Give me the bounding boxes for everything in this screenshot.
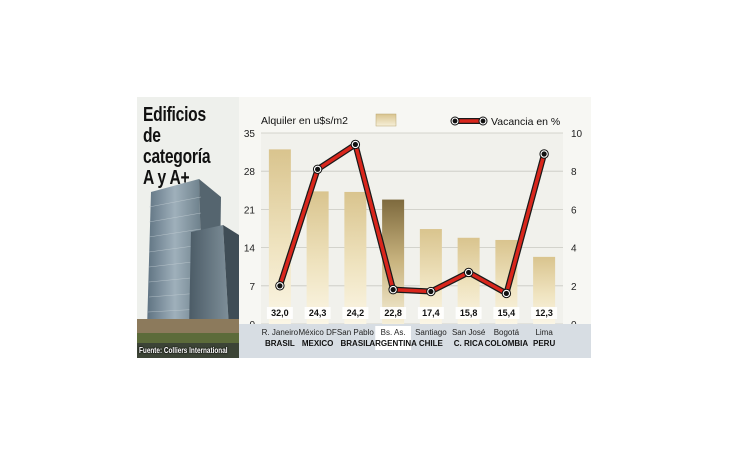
category-country-6: COLOMBIA [485,339,529,348]
left-axis-tick-2: 14 [244,244,256,255]
legend-swatch-bars [375,113,397,127]
bar-value-box-3 [380,307,407,319]
bar-value-box-5 [455,307,482,319]
left-axis-tick-4: 28 [244,167,256,178]
bar-value-label-4: 17,4 [422,308,440,318]
vacancy-point-4 [428,288,434,295]
plot-area [261,133,563,324]
category-city-6: Bogotá [494,328,520,337]
bar-value-label-6: 15,4 [498,308,516,318]
source-credit: Fuente: Colliers International [139,346,228,355]
bar-4 [419,229,442,324]
legend-swatch-dot-right-core [480,118,486,124]
bar-5 [457,237,480,324]
chart-title: Edificios de categoría A y A+ [143,104,211,189]
category-country-2: BRASIL [340,339,370,348]
building-photo-panel: Edificios de categoría A y A+ Fuente: Co… [137,97,239,358]
bar-value-box-0 [266,307,293,319]
bar-value-label-3: 22,8 [384,308,402,318]
left-axis-tick-1: 7 [249,282,255,293]
right-axis-tick-1: 2 [571,282,577,293]
category-city-5: San José [452,328,486,337]
legend-label-bars: Alquiler en u$s/m2 [261,115,348,127]
category-country-3: ARGENTINA [369,339,417,348]
bar-2 [344,191,367,324]
category-city-0: R. Janeiro [262,328,299,337]
category-country-1: MEXICO [302,339,334,348]
left-axis-tick-5: 35 [244,129,256,140]
office-building-image [137,97,239,358]
bar-value-box-6 [493,307,520,319]
right-axis-tick-5: 10 [571,129,583,140]
vacancy-point-2 [352,141,358,148]
chart-figure: Edificios de categoría A y A+ Fuente: Co… [137,97,591,358]
bar-value-box-4 [417,307,444,319]
right-axis-tick-3: 6 [571,205,577,216]
category-country-4: CHILE [419,339,444,348]
vacancy-point-5 [466,269,472,276]
bar-value-box-7 [531,307,558,319]
vacancy-point-0 [277,283,283,289]
left-axis-tick-3: 21 [244,205,256,216]
category-city-4: Santiago [415,328,447,337]
category-city-3: Bs. As. [381,328,406,337]
bar-3 [382,199,405,324]
bar-value-label-1: 24,3 [309,308,327,318]
vacancy-point-6 [503,290,509,297]
bar-value-label-0: 32,0 [271,308,289,318]
chart-panel: 0714212835024681032,024,324,222,817,415,… [239,97,591,358]
category-country-5: C. RICA [454,339,484,348]
category-city-7: Lima [535,328,553,337]
vacancy-point-3 [390,287,396,293]
bar-value-label-7: 12,3 [535,308,553,318]
vacancy-point-1 [315,166,321,172]
highlight-category-box [375,326,411,350]
category-country-7: PERU [533,339,555,348]
category-strip [239,324,591,358]
bar-value-box-2 [342,307,369,319]
bar-value-label-2: 24,2 [347,308,365,318]
vacancy-line [278,142,546,296]
legend-label-line: Vacancia en % [491,116,560,128]
legend-swatch-dot-left-core [452,118,458,124]
bar-6 [495,239,518,324]
category-country-0: BRASIL [265,339,295,348]
bar-value-label-5: 15,8 [460,308,478,318]
category-city-1: México DF [299,328,337,337]
bar-value-box-1 [304,307,331,319]
combo-chart: 0714212835024681032,024,324,222,817,415,… [239,113,591,358]
bar-1 [306,191,329,324]
vacancy-point-7 [541,151,547,157]
bar-0 [268,149,291,324]
category-city-2: San Pablo [337,328,374,337]
right-axis-tick-4: 8 [571,167,577,178]
right-axis-tick-2: 4 [571,244,577,255]
